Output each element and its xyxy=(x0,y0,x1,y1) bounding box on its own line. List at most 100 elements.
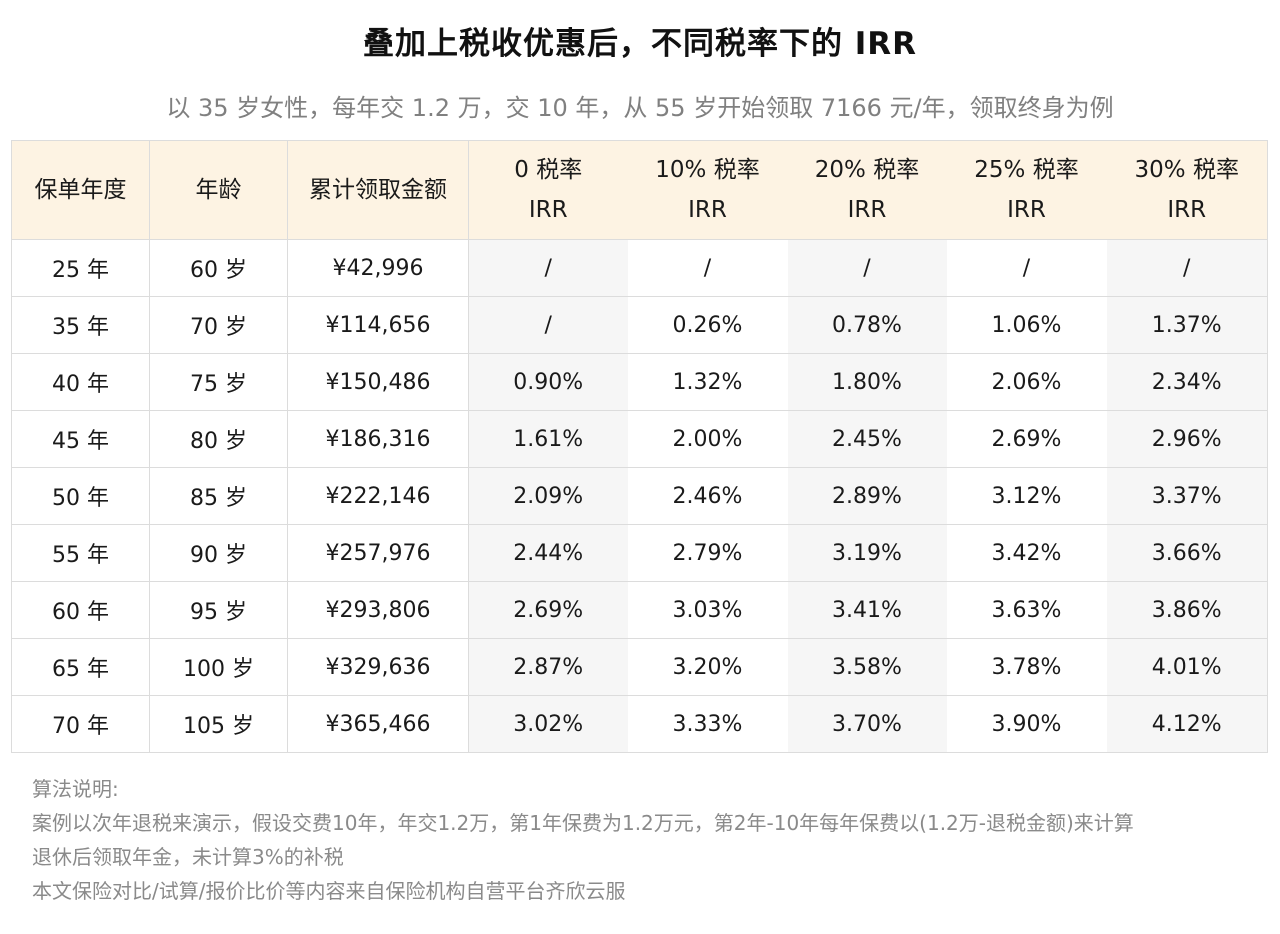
cell-irr-rate-10: 3.20% xyxy=(627,638,788,696)
table-row: 65 年 100 岁 ¥329,636 2.87% 3.20% 3.58% 3.78% 4.0… xyxy=(11,638,1268,696)
cell-irr-rate-0: 2.09% xyxy=(468,467,628,525)
cell-irr-rate-25: 2.69% xyxy=(946,410,1107,468)
header-year: 保单年度 xyxy=(11,140,150,240)
cell-year: 55 年 xyxy=(11,524,150,582)
cell-age: 95 岁 xyxy=(149,581,288,639)
cell-amount: ¥293,806 xyxy=(287,581,469,639)
cell-irr-rate-0: / xyxy=(468,296,628,354)
cell-irr-rate-10: 2.46% xyxy=(627,467,788,525)
cell-age: 105 岁 xyxy=(149,695,288,753)
table-body: 25 年 60 岁 ¥42,996// / //35 年 70 岁 ¥114,656/0.2… xyxy=(11,239,1268,753)
table-row: 55 年 90 岁 ¥257,976 2.44% 2.79% 3.19% 3.42% 3.66… xyxy=(11,524,1268,582)
cell-amount: ¥222,146 xyxy=(287,467,469,525)
cell-irr-rate-30: 3.37% xyxy=(1106,467,1268,525)
cell-irr-rate-10: 0.26% xyxy=(627,296,788,354)
header-rate-sub: IRR xyxy=(688,197,727,223)
cell-irr-rate-20: / xyxy=(787,239,947,297)
cell-age: 85 岁 xyxy=(149,467,288,525)
header-rate-sub: IRR xyxy=(1007,197,1046,223)
cell-irr-rate-25: / xyxy=(946,239,1107,297)
header-rate-10: 10% 税率 IRR xyxy=(627,140,788,240)
cell-year: 70 年 xyxy=(11,695,150,753)
cell-irr-rate-25: 3.90% xyxy=(946,695,1107,753)
cell-age: 90 岁 xyxy=(149,524,288,582)
cell-amount: ¥257,976 xyxy=(287,524,469,582)
cell-amount: ¥42,996 xyxy=(287,239,469,297)
table-row: 35 年 70 岁 ¥114,656/0.26% 0.78% 1.06% 1.37% xyxy=(11,296,1268,354)
header-rate-label: 10% 税率 xyxy=(655,157,760,183)
cell-irr-rate-20: 2.89% xyxy=(787,467,947,525)
cell-age: 75 岁 xyxy=(149,353,288,411)
cell-irr-rate-25: 3.63% xyxy=(946,581,1107,639)
cell-irr-rate-25: 2.06% xyxy=(946,353,1107,411)
cell-irr-rate-30: 3.86% xyxy=(1106,581,1268,639)
cell-amount: ¥365,466 xyxy=(287,695,469,753)
cell-irr-rate-0: 2.87% xyxy=(468,638,628,696)
cell-irr-rate-20: 3.70% xyxy=(787,695,947,753)
cell-irr-rate-0: / xyxy=(468,239,628,297)
cell-irr-rate-20: 1.80% xyxy=(787,353,947,411)
cell-irr-rate-30: 4.12% xyxy=(1106,695,1268,753)
notes-section: 算法说明: 案例以次年退税来演示，假设交费10年，年交1.2万，第1年保费为1.… xyxy=(32,772,1134,908)
header-rate-sub: IRR xyxy=(528,197,568,223)
table-row: 25 年 60 岁 ¥42,996// / / / xyxy=(11,239,1268,297)
cell-amount: ¥329,636 xyxy=(287,638,469,696)
header-rate-sub: IRR xyxy=(847,197,887,223)
cell-irr-rate-30: 1.37% xyxy=(1106,296,1268,354)
cell-irr-rate-20: 0.78% xyxy=(787,296,947,354)
cell-irr-rate-25: 1.06% xyxy=(946,296,1107,354)
cell-irr-rate-25: 3.42% xyxy=(946,524,1107,582)
cell-irr-rate-0: 2.69% xyxy=(468,581,628,639)
header-rate-label: 25% 税率 xyxy=(974,157,1079,183)
header-rate-label: 30% 税率 xyxy=(1134,157,1239,183)
cell-year: 65 年 xyxy=(11,638,150,696)
cell-irr-rate-20: 3.58% xyxy=(787,638,947,696)
cell-irr-rate-10: / xyxy=(627,239,788,297)
cell-irr-rate-10: 3.33% xyxy=(627,695,788,753)
cell-year: 40 年 xyxy=(11,353,150,411)
header-row: 保单年度 年龄 累计领取金额 0 税率 IRR 10% 税率 IRR 20% 税… xyxy=(11,140,1268,240)
cell-year: 35 年 xyxy=(11,296,150,354)
cell-irr-rate-30: 2.96% xyxy=(1106,410,1268,468)
header-rate-label: 20% 税率 xyxy=(814,157,920,183)
notes-line: 本文保险对比/试算/报价比价等内容来自保险机构自营平台齐欣云服 xyxy=(32,879,626,903)
cell-age: 80 岁 xyxy=(149,410,288,468)
header-rate-sub: IRR xyxy=(1167,197,1207,223)
header-rate-30: 30% 税率 IRR xyxy=(1106,140,1268,240)
header-rate-25: 25% 税率 IRR xyxy=(946,140,1107,240)
cell-irr-rate-0: 0.90% xyxy=(468,353,628,411)
cell-irr-rate-20: 2.45% xyxy=(787,410,947,468)
cell-age: 60 岁 xyxy=(149,239,288,297)
cell-irr-rate-10: 3.03% xyxy=(627,581,788,639)
cell-irr-rate-30: 3.66% xyxy=(1106,524,1268,582)
cell-irr-rate-0: 1.61% xyxy=(468,410,628,468)
cell-year: 45 年 xyxy=(11,410,150,468)
page-subtitle: 以 35 岁女性，每年交 1.2 万，交 10 年，从 55 岁开始领取 716… xyxy=(166,94,1114,122)
cell-irr-rate-20: 3.41% xyxy=(787,581,947,639)
cell-year: 60 年 xyxy=(11,581,150,639)
cell-irr-rate-25: 3.12% xyxy=(946,467,1107,525)
table-row: 60 年 95 岁 ¥293,806 2.69% 3.03% 3.41% 3.63% 3.86… xyxy=(11,581,1268,639)
cell-irr-rate-0: 2.44% xyxy=(468,524,628,582)
cell-irr-rate-0: 3.02% xyxy=(468,695,628,753)
cell-irr-rate-30: / xyxy=(1106,239,1268,297)
header-rate-20: 20% 税率 IRR xyxy=(787,140,947,240)
table-row: 40 年 75 岁 ¥150,486 0.90% 1.32% 1.80% 2.06% 2.34… xyxy=(11,353,1268,411)
header-amount: 累计领取金额 xyxy=(287,140,469,240)
irr-table: 保单年度 年龄 累计领取金额 0 税率 IRR 10% 税率 IRR 20% 税… xyxy=(11,140,1268,753)
cell-irr-rate-10: 2.79% xyxy=(627,524,788,582)
cell-year: 25 年 xyxy=(11,239,150,297)
header-age: 年龄 xyxy=(149,140,288,240)
cell-irr-rate-30: 4.01% xyxy=(1106,638,1268,696)
cell-irr-rate-20: 3.19% xyxy=(787,524,947,582)
header-rate-0: 0 税率 IRR xyxy=(468,140,628,240)
notes-line: 案例以次年退税来演示，假设交费10年，年交1.2万，第1年保费为1.2万元，第2… xyxy=(32,811,1134,835)
notes-heading: 算法说明: xyxy=(32,777,119,801)
header-rate-label: 0 税率 xyxy=(514,157,583,183)
table-row: 45 年 80 岁 ¥186,316 1.61% 2.00% 2.45% 2.69% 2.96… xyxy=(11,410,1268,468)
cell-amount: ¥114,656 xyxy=(287,296,469,354)
table-row: 50 年 85 岁 ¥222,146 2.09% 2.46% 2.89% 3.12% 3.37… xyxy=(11,467,1268,525)
cell-amount: ¥150,486 xyxy=(287,353,469,411)
page-title: 叠加上税收优惠后，不同税率下的 IRR xyxy=(362,26,918,62)
cell-age: 70 岁 xyxy=(149,296,288,354)
